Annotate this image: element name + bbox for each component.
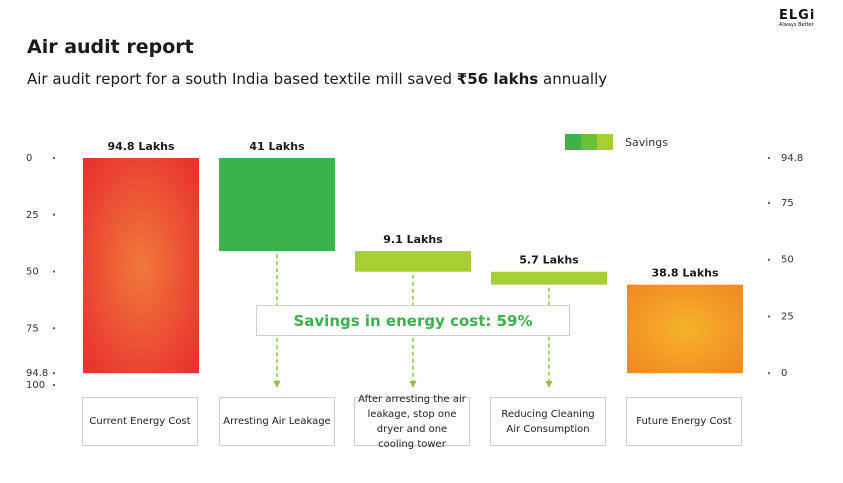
bar — [219, 158, 335, 252]
subtitle-prefix: Air audit report for a south India based… — [27, 70, 457, 88]
page-subtitle: Air audit report for a south India based… — [27, 70, 607, 88]
left-axis-tick-mark — [52, 372, 56, 375]
right-axis-tick-label: 50 — [781, 255, 794, 266]
arrow-head — [273, 381, 281, 388]
bar — [83, 158, 199, 374]
logo-tagline: Always Better — [779, 22, 814, 28]
data-label: 41 Lakhs — [249, 140, 305, 153]
arrow-head — [545, 381, 553, 388]
right-axis-tick-label: 25 — [781, 311, 794, 322]
category-label: After arresting the air leakage, stop on… — [354, 394, 470, 450]
right-axis-tick-mark — [767, 201, 771, 205]
legend: Savings — [565, 134, 668, 150]
category-label: Reducing Cleaning Air Consumption — [490, 397, 606, 446]
category-label: Future Energy Cost — [626, 397, 742, 446]
subtitle-amount: ₹56 lakhs — [456, 70, 539, 88]
left-axis-tick-label: 0 — [26, 153, 32, 164]
data-label: 94.8 Lakhs — [107, 140, 175, 153]
bar — [355, 251, 471, 272]
bars — [83, 158, 743, 374]
left-axis-tick-mark — [52, 156, 56, 160]
page-title: Air audit report — [27, 36, 194, 58]
right-axis-tick-mark — [767, 372, 771, 375]
left-axis-tick-label: 50 — [26, 267, 39, 278]
left-axis-tick-label: 100 — [26, 380, 45, 391]
left-axis-tick-mark — [52, 327, 56, 330]
legend-swatch — [597, 134, 613, 150]
right-axis-tick-mark — [767, 156, 771, 160]
data-label: 9.1 Lakhs — [383, 233, 443, 246]
data-label: 38.8 Lakhs — [651, 267, 719, 280]
left-axis-tick-label: 25 — [26, 210, 39, 221]
category-label: Current Energy Cost — [82, 397, 198, 446]
elgi-logo: ELGi Always Better — [779, 8, 829, 28]
left-axis-tick-label: 75 — [26, 323, 39, 334]
right-axis-tick-mark — [767, 315, 771, 318]
logo-wordmark: ELGi — [779, 8, 816, 23]
left-axis-tick-mark — [52, 213, 56, 216]
left-axis-tick-mark — [52, 383, 56, 387]
legend-swatch — [565, 134, 581, 150]
arrow-head — [409, 381, 417, 388]
right-axis-tick-label: 0 — [781, 368, 787, 379]
bar — [627, 284, 743, 374]
legend-label: Savings — [625, 136, 668, 149]
data-label: 5.7 Lakhs — [519, 254, 579, 267]
bar — [491, 271, 607, 285]
left-axis-tick-mark — [52, 270, 56, 273]
legend-swatch — [581, 134, 597, 150]
right-axis-tick-label: 94.8 — [781, 153, 803, 164]
right-axis-tick-mark — [767, 258, 771, 261]
category-label: Arresting Air Leakage — [219, 397, 335, 446]
left-axis-tick-label: 94.8 — [26, 368, 48, 379]
data-labels: 94.8 Lakhs 41 Lakhs 9.1 Lakhs 5.7 Lakhs 38.8… — [107, 140, 719, 280]
right-axis-tick-label: 75 — [781, 198, 794, 209]
savings-callout: Savings in energy cost: 59% — [256, 305, 570, 336]
right-axis: 94.8 75 50 25 0 — [767, 153, 803, 379]
subtitle-suffix: annually — [538, 70, 608, 88]
